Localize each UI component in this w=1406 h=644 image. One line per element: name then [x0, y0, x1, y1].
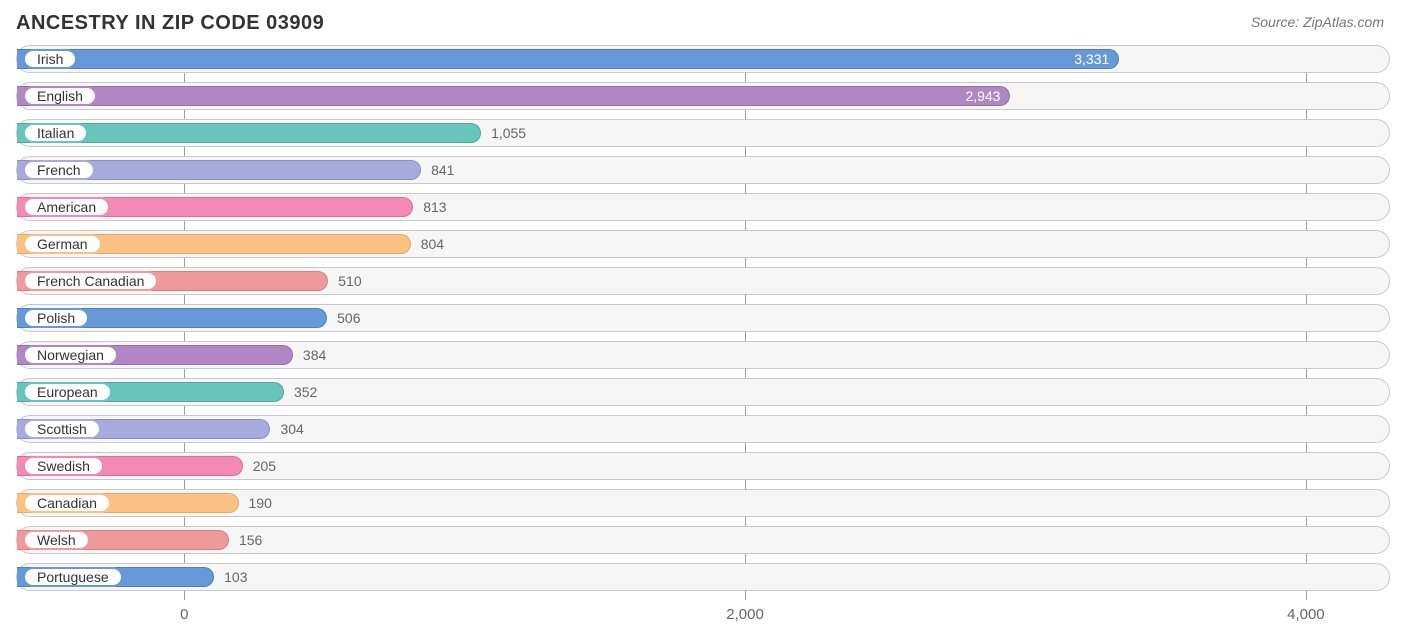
bar-row: Irish 3,331 — [16, 45, 1390, 73]
bar-value: 804 — [421, 236, 444, 252]
bar-value: 190 — [249, 495, 272, 511]
category-pill: European — [23, 382, 112, 402]
bar-value: 205 — [253, 458, 276, 474]
bar-row: American 813 — [16, 193, 1390, 221]
bar-value: 841 — [431, 162, 454, 178]
category-pill: German — [23, 234, 102, 254]
bar-row: European 352 — [16, 378, 1390, 406]
bar-value: 384 — [303, 347, 326, 363]
bar-value: 510 — [338, 273, 361, 289]
bar — [17, 86, 1010, 106]
category-pill: Scottish — [23, 419, 101, 439]
category-pill: American — [23, 197, 110, 217]
category-pill: Canadian — [23, 493, 111, 513]
category-pill: English — [23, 86, 97, 106]
bar — [17, 49, 1119, 69]
bar-value: 2,943 — [965, 88, 1000, 104]
category-pill: Italian — [23, 123, 88, 143]
bar-value: 3,331 — [1074, 51, 1109, 67]
category-pill: Norwegian — [23, 345, 118, 365]
bar-row: Canadian 190 — [16, 489, 1390, 517]
bar-value: 352 — [294, 384, 317, 400]
bar-value: 1,055 — [491, 125, 526, 141]
chart-title: ANCESTRY IN ZIP CODE 03909 — [16, 12, 1390, 35]
bar-row: Swedish 205 — [16, 452, 1390, 480]
category-pill: French — [23, 160, 95, 180]
bar-row: Portuguese 103 — [16, 563, 1390, 591]
bar-row: English 2,943 — [16, 82, 1390, 110]
bar-row: German 804 — [16, 230, 1390, 258]
category-pill: French Canadian — [23, 271, 158, 291]
bar-value: 304 — [280, 421, 303, 437]
bar-row: French Canadian 510 — [16, 267, 1390, 295]
category-pill: Polish — [23, 308, 89, 328]
bar-value: 813 — [423, 199, 446, 215]
category-pill: Irish — [23, 49, 77, 69]
ancestry-chart: ANCESTRY IN ZIP CODE 03909 Source: ZipAt… — [0, 0, 1406, 644]
bar-value: 103 — [224, 569, 247, 585]
x-tick-label: 2,000 — [726, 606, 764, 623]
bar-value: 506 — [337, 310, 360, 326]
category-pill: Welsh — [23, 530, 90, 550]
bar-row: French 841 — [16, 156, 1390, 184]
bar-row: Scottish 304 — [16, 415, 1390, 443]
bar-row: Welsh 156 — [16, 526, 1390, 554]
bar-row: Polish 506 — [16, 304, 1390, 332]
category-pill: Swedish — [23, 456, 104, 476]
category-pill: Portuguese — [23, 567, 123, 587]
bar-row: Italian 1,055 — [16, 119, 1390, 147]
chart-source: Source: ZipAtlas.com — [1251, 14, 1384, 30]
x-tick-label: 4,000 — [1287, 606, 1325, 623]
plot-area: 02,0004,000Irish3,331English2,943Italian… — [16, 45, 1390, 600]
bar-value: 156 — [239, 532, 262, 548]
bar-row: Norwegian 384 — [16, 341, 1390, 369]
x-tick-label: 0 — [180, 606, 188, 623]
